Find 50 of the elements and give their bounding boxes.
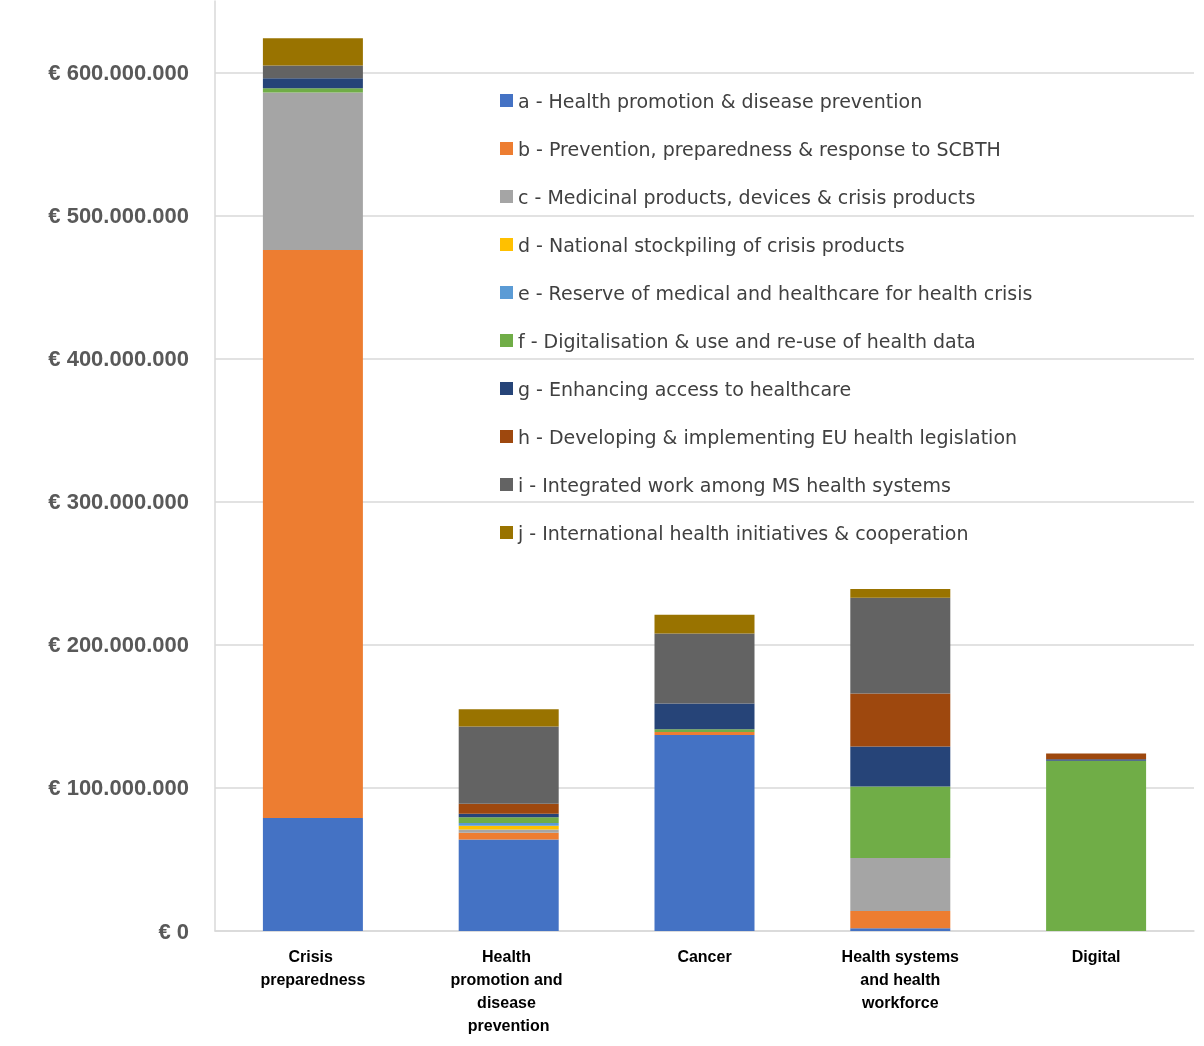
y-tick-label: € 600.000.000: [48, 60, 189, 86]
legend-label: f - Digitalisation & use and re-use of health data: [518, 329, 976, 352]
bar: [850, 786, 951, 859]
y-tick-label: € 0: [158, 918, 189, 944]
bar: [654, 614, 755, 634]
bar: [458, 817, 559, 823]
legend-label: a - Health promotion & disease prevention: [518, 89, 923, 112]
bar: [458, 839, 559, 931]
bar: [458, 832, 559, 840]
legend-label: h - Developing & implementing EU health legislation: [518, 425, 1018, 448]
x-tick-label: Health promotion and disease prevention: [450, 948, 567, 1034]
bar: [262, 65, 363, 79]
y-tick-label: € 300.000.000: [48, 489, 189, 515]
y-tick-label: € 100.000.000: [48, 775, 189, 801]
bar: [458, 822, 559, 826]
bar: [654, 633, 755, 704]
bar: [458, 829, 559, 833]
bar: [262, 817, 363, 931]
legend-label: j - International health initiatives & cooperation: [517, 521, 969, 544]
bar: [850, 693, 951, 747]
bar: [654, 703, 755, 730]
bar: [850, 597, 951, 694]
bar: [262, 78, 363, 89]
bar: [458, 726, 559, 804]
y-tick-label: € 400.000.000: [48, 346, 189, 372]
bar: [458, 709, 559, 727]
bar: [850, 858, 951, 911]
bar: [262, 38, 363, 66]
bar: [850, 910, 951, 929]
legend-label: c - Medicinal products, devices & crisis products: [518, 185, 976, 208]
y-tick-label: € 500.000.000: [48, 203, 189, 229]
x-tick-label: Health systems and health workforce: [841, 948, 960, 1011]
bar: [850, 746, 951, 787]
bar: [458, 803, 559, 814]
bar: [850, 589, 951, 598]
y-tick-label: € 200.000.000: [48, 632, 189, 658]
bar: [850, 928, 951, 931]
bar: [262, 249, 363, 818]
bar: [1046, 760, 1147, 931]
legend-label: b - Prevention, preparedness & response to SCBTH: [518, 137, 1001, 160]
legend-label: g - Enhancing access to healthcare: [518, 377, 852, 400]
bar: [262, 88, 363, 93]
legend-label: d - National stockpiling of crisis products: [518, 233, 905, 256]
x-tick-label: Digital: [1071, 948, 1121, 965]
x-tick-label: Crisis preparedness: [260, 948, 366, 988]
legend-label: e - Reserve of medical and healthcare for health crisis: [518, 281, 1033, 304]
bar: [262, 92, 363, 250]
bar: [654, 734, 755, 931]
x-tick-label: Cancer: [677, 948, 732, 965]
legend-label: i - Integrated work among MS health systems: [518, 473, 951, 496]
